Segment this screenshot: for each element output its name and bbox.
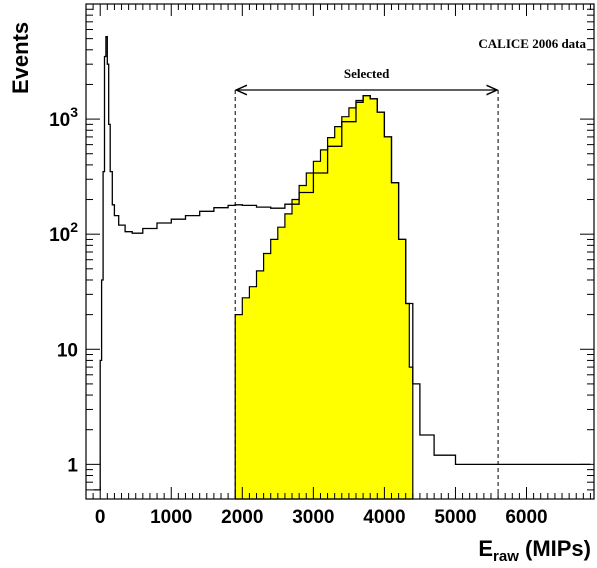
- y-tick-label-base: 10: [57, 340, 78, 361]
- x-tick-label: 6000: [505, 507, 547, 528]
- y-tick-label: 103: [49, 104, 78, 131]
- selection-marker: Selected: [234, 66, 499, 499]
- x-axis-title-sub: raw: [493, 548, 519, 565]
- data-annotation: CALICE 2006 data: [478, 36, 586, 51]
- x-axis-title-main: E: [478, 536, 493, 561]
- x-axis: 0 1000 2000 3000 4000 5000 6000: [85, 4, 591, 528]
- x-tick-label: 0: [95, 507, 106, 528]
- y-tick-label-base: 10: [49, 110, 70, 131]
- y-tick-label-base: 1: [67, 455, 78, 476]
- series-1-filled-histogram: [234, 95, 414, 500]
- plot-frame: [85, 3, 595, 500]
- y-tick-label: 1: [67, 455, 78, 476]
- series-0-line-histogram: [93, 36, 591, 491]
- x-tick-label: 3000: [292, 507, 334, 528]
- x-axis-title-rest: (MIPs): [519, 536, 591, 561]
- x-tick-label: 5000: [434, 507, 476, 528]
- y-axis-title: Events: [8, 22, 33, 94]
- y-tick-label-exponent: 3: [70, 104, 78, 120]
- x-tick-label: 4000: [363, 507, 405, 528]
- x-tick-label: 2000: [221, 507, 263, 528]
- y-tick-label-exponent: 2: [70, 219, 78, 235]
- x-axis-title: Eraw (MIPs): [478, 536, 591, 565]
- y-tick-label-base: 10: [49, 225, 70, 246]
- y-tick-label: 102: [49, 219, 78, 246]
- plot-marks: [93, 36, 591, 500]
- y-tick-label: 10: [57, 340, 78, 361]
- selection-label: Selected: [344, 66, 390, 81]
- x-tick-label: 1000: [150, 507, 192, 528]
